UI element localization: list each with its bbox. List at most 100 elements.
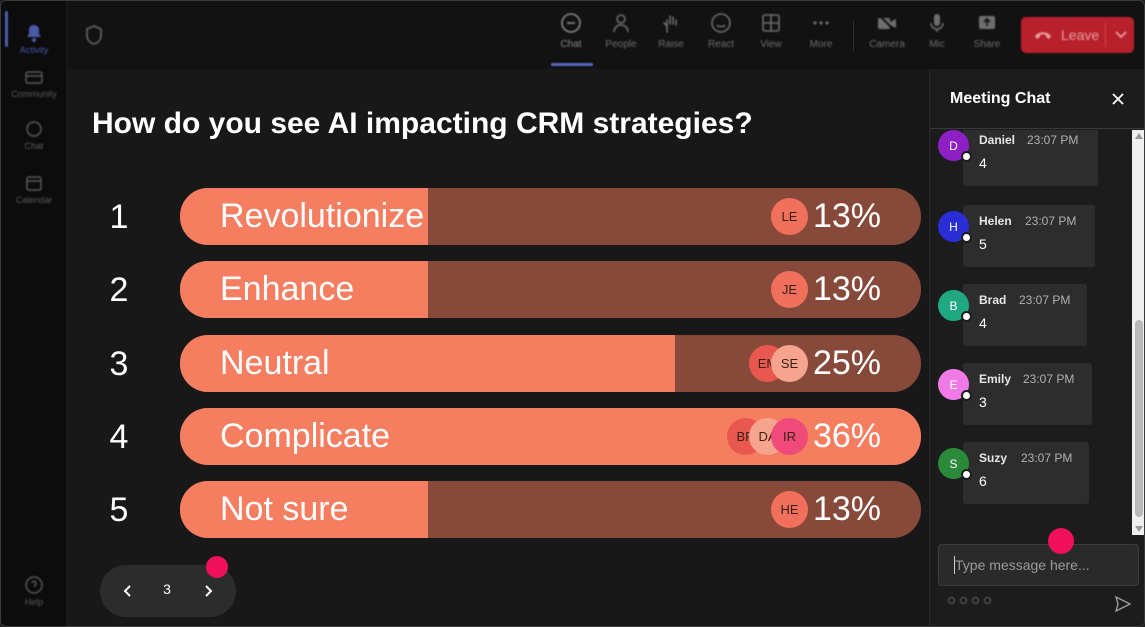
sender-name: Daniel bbox=[979, 133, 1016, 147]
close-icon[interactable] bbox=[1108, 89, 1128, 109]
presence-indicator bbox=[961, 390, 972, 401]
toolbar-button-label: Share bbox=[973, 39, 1001, 50]
voter-avatars: BR DA IR bbox=[727, 418, 808, 455]
format-icon[interactable] bbox=[948, 597, 955, 604]
poll-stage: How do you see AI impacting CRM strategi… bbox=[67, 69, 929, 626]
message-text: 4 bbox=[979, 155, 987, 171]
scroll-up-arrow-icon[interactable] bbox=[1135, 133, 1143, 139]
toolbar-button-label: Mic bbox=[929, 39, 945, 50]
chevron-right-icon[interactable] bbox=[196, 579, 220, 603]
mic-icon bbox=[925, 11, 949, 35]
pointer-indicator bbox=[206, 556, 228, 578]
toolbar-divider bbox=[853, 21, 854, 51]
poll-option-bar[interactable]: Revolutionize 13% LE bbox=[180, 188, 921, 245]
voter-avatar[interactable]: IR bbox=[771, 418, 808, 455]
voter-avatar[interactable]: SE bbox=[771, 345, 808, 382]
chat-message-list[interactable]: Daniel 23:07 PM 4 D Helen 23:07 PM 5 H Brad 23:07… bbox=[930, 130, 1133, 535]
sender-name: Brad bbox=[979, 293, 1007, 307]
voter-avatars: JE bbox=[771, 271, 808, 308]
toolbar-camera-button[interactable]: Camera bbox=[864, 11, 910, 61]
app-rail: Activity Community Chat Calendar Help bbox=[1, 1, 67, 626]
chat-message[interactable]: Emily 23:07 PM 3 E bbox=[930, 363, 1133, 429]
compose-tools bbox=[948, 597, 991, 604]
send-icon[interactable] bbox=[1112, 593, 1134, 615]
meeting-toolbar: Chat People Raise React View bbox=[67, 1, 1144, 69]
message-time: 23:07 PM bbox=[1023, 372, 1075, 386]
voter-avatar[interactable]: HE bbox=[771, 491, 808, 528]
poll-option-bar[interactable]: Enhance 13% JE bbox=[180, 261, 921, 318]
scroll-thumb[interactable] bbox=[1135, 320, 1143, 517]
poll-option-fill bbox=[180, 188, 428, 245]
chevron-down-icon[interactable] bbox=[1113, 26, 1129, 45]
chat-message[interactable]: Helen 23:07 PM 5 H bbox=[930, 205, 1133, 271]
poll-option-fill bbox=[180, 261, 428, 318]
toolbar-people-button[interactable]: People bbox=[598, 11, 644, 61]
option-percent: 25% bbox=[812, 344, 881, 382]
option-label: Neutral bbox=[220, 344, 330, 382]
message-bubble: Brad 23:07 PM 4 bbox=[963, 284, 1087, 346]
toolbar-raise-button[interactable]: Raise bbox=[648, 11, 694, 61]
rail-item-calendar[interactable]: Calendar bbox=[1, 163, 67, 215]
text-caret bbox=[954, 556, 955, 574]
toolbar-button-label: View bbox=[760, 39, 782, 50]
voter-avatar[interactable]: LE bbox=[771, 198, 808, 235]
chat-title: Meeting Chat bbox=[950, 90, 1051, 107]
message-input[interactable] bbox=[938, 544, 1139, 586]
chat-message[interactable]: Brad 23:07 PM 4 B bbox=[930, 284, 1133, 350]
chat-scrollbar[interactable] bbox=[1132, 130, 1144, 535]
rail-item-activity[interactable]: Activity bbox=[1, 13, 67, 65]
phone-hangup-icon bbox=[1033, 27, 1053, 43]
option-number: 2 bbox=[109, 271, 129, 309]
chevron-left-icon[interactable] bbox=[116, 579, 140, 603]
poll-question: How do you see AI impacting CRM strategi… bbox=[92, 107, 753, 140]
rail-item-label: Activity bbox=[19, 44, 49, 55]
page-number: 3 bbox=[163, 581, 171, 597]
emoji-icon[interactable] bbox=[972, 597, 979, 604]
option-percent: 13% bbox=[812, 270, 881, 308]
message-bubble: Daniel 23:07 PM 4 bbox=[963, 130, 1098, 186]
rail-item-help[interactable]: Help bbox=[1, 565, 67, 617]
rail-item-label: Help bbox=[24, 596, 44, 607]
grid-icon bbox=[759, 11, 783, 35]
message-bubble: Suzy 23:07 PM 6 bbox=[963, 442, 1089, 504]
voter-avatars: LE bbox=[771, 198, 808, 235]
poll-option-bar[interactable]: Neutral 25% EM SE bbox=[180, 335, 921, 392]
option-percent: 36% bbox=[812, 417, 881, 455]
toolbar-mic-button[interactable]: Mic bbox=[914, 11, 960, 61]
message-bubble: Emily 23:07 PM 3 bbox=[963, 363, 1092, 425]
leave-button[interactable]: Leave bbox=[1021, 17, 1134, 53]
poll-option-bar[interactable]: Complicate 36% BR DA IR bbox=[180, 408, 921, 465]
toolbar-share-button[interactable]: Share bbox=[964, 11, 1010, 61]
chat-icon bbox=[24, 120, 44, 138]
presence-indicator bbox=[961, 469, 972, 480]
poll-option-bar[interactable]: Not sure 13% HE bbox=[180, 481, 921, 538]
rail-item-community[interactable]: Community bbox=[1, 57, 67, 109]
leave-button-label: Leave bbox=[1061, 27, 1100, 43]
toolbar-active-indicator bbox=[551, 63, 593, 66]
poll-pager: 3 bbox=[100, 565, 236, 617]
hand-icon bbox=[659, 11, 683, 35]
voter-avatars: EM SE bbox=[749, 345, 808, 382]
message-time: 23:07 PM bbox=[1019, 293, 1071, 307]
rail-item-label: Community bbox=[11, 88, 57, 99]
sender-name: Suzy bbox=[979, 451, 1008, 465]
toolbar-chat-button[interactable]: Chat bbox=[548, 11, 594, 61]
share-icon bbox=[975, 11, 999, 35]
option-label: Revolutionize bbox=[220, 197, 425, 235]
toolbar-view-button[interactable]: View bbox=[748, 11, 794, 61]
attach-icon[interactable] bbox=[960, 597, 967, 604]
pointer-indicator bbox=[1048, 528, 1074, 554]
toolbar-react-button[interactable]: React bbox=[698, 11, 744, 61]
chat-message[interactable]: Daniel 23:07 PM 4 D bbox=[930, 130, 1133, 196]
scroll-down-arrow-icon[interactable] bbox=[1135, 526, 1143, 532]
rail-item-chat[interactable]: Chat bbox=[1, 109, 67, 161]
smiley-icon bbox=[709, 11, 733, 35]
gif-icon[interactable] bbox=[984, 597, 991, 604]
toolbar-button-label: More bbox=[809, 39, 833, 50]
voter-avatar[interactable]: JE bbox=[771, 271, 808, 308]
chat-message[interactable]: Suzy 23:07 PM 6 S bbox=[930, 442, 1133, 508]
toolbar-more-button[interactable]: More bbox=[798, 11, 844, 61]
toolbar-button-label: React bbox=[707, 39, 735, 50]
leave-button-divider bbox=[1105, 23, 1106, 47]
